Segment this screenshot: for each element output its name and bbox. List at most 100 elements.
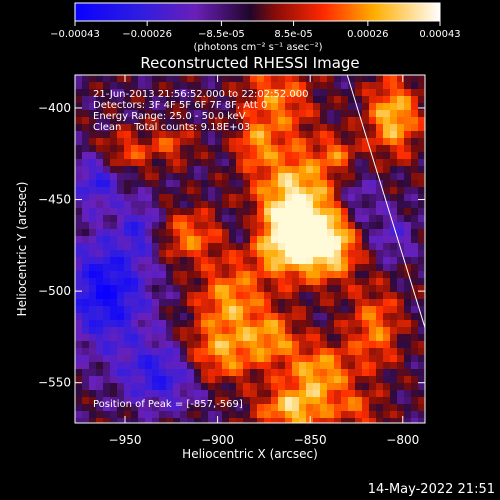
heatmap-cell (117, 145, 124, 152)
heatmap-cell (124, 75, 131, 82)
heatmap-cell (229, 257, 236, 264)
heatmap-cell (264, 215, 271, 222)
heatmap-cell (236, 264, 243, 271)
heatmap-cell (131, 215, 138, 222)
heatmap-cell (299, 390, 306, 397)
heatmap-cell (194, 103, 201, 110)
heatmap-cell (124, 327, 131, 334)
heatmap-cell (313, 159, 320, 166)
heatmap-cell (271, 390, 278, 397)
heatmap-cell (418, 124, 425, 131)
heatmap-cell (166, 292, 173, 299)
heatmap-cell (124, 159, 131, 166)
heatmap-cell (145, 138, 152, 145)
heatmap-cell (187, 138, 194, 145)
heatmap-cell (348, 278, 355, 285)
heatmap-cell (194, 173, 201, 180)
heatmap-cell (327, 278, 334, 285)
heatmap-cell (75, 278, 82, 285)
heatmap-cell (243, 404, 250, 411)
heatmap-cell (138, 285, 145, 292)
heatmap-cell (348, 313, 355, 320)
heatmap-cell (194, 397, 201, 404)
heatmap-cell (334, 180, 341, 187)
heatmap-cell (166, 327, 173, 334)
heatmap-cell (313, 369, 320, 376)
heatmap-cell (418, 271, 425, 278)
heatmap-cell (236, 306, 243, 313)
heatmap-cell (341, 257, 348, 264)
heatmap-cell (397, 75, 404, 82)
heatmap-cell (194, 299, 201, 306)
heatmap-cell (334, 243, 341, 250)
heatmap-cell (180, 313, 187, 320)
heatmap-cell (131, 390, 138, 397)
heatmap-cell (96, 222, 103, 229)
heatmap-cell (103, 250, 110, 257)
heatmap-cell (75, 208, 82, 215)
heatmap-cell (306, 138, 313, 145)
heatmap-cell (327, 103, 334, 110)
heatmap-cell (320, 397, 327, 404)
heatmap-cell (362, 138, 369, 145)
heatmap-cell (96, 75, 103, 82)
heatmap-cell (89, 320, 96, 327)
heatmap-cell (208, 250, 215, 257)
heatmap-cell (264, 264, 271, 271)
heatmap-cell (96, 82, 103, 89)
heatmap-cell (348, 418, 355, 423)
heatmap-cell (327, 320, 334, 327)
heatmap-cell (194, 376, 201, 383)
heatmap-cell (278, 355, 285, 362)
heatmap-cell (201, 306, 208, 313)
heatmap-cell (166, 152, 173, 159)
heatmap-cell (243, 348, 250, 355)
heatmap-cell (397, 173, 404, 180)
heatmap-cell (369, 376, 376, 383)
heatmap-cell (82, 320, 89, 327)
heatmap-cell (264, 376, 271, 383)
heatmap-cell (194, 327, 201, 334)
heatmap-cell (173, 82, 180, 89)
heatmap-cell (180, 131, 187, 138)
heatmap-cell (159, 404, 166, 411)
heatmap-cell (236, 124, 243, 131)
heatmap-cell (82, 411, 89, 418)
heatmap-cell (348, 229, 355, 236)
heatmap-cell (110, 82, 117, 89)
heatmap-cell (313, 194, 320, 201)
heatmap-cell (75, 285, 82, 292)
heatmap-cell (334, 397, 341, 404)
heatmap-cell (180, 397, 187, 404)
heatmap-cell (243, 264, 250, 271)
heatmap-cell (166, 383, 173, 390)
heatmap-cell (362, 96, 369, 103)
heatmap-cell (320, 306, 327, 313)
heatmap-cell (320, 292, 327, 299)
heatmap-cell (376, 236, 383, 243)
heatmap-cell (110, 201, 117, 208)
heatmap-cell (117, 264, 124, 271)
heatmap-cell (390, 152, 397, 159)
heatmap-cell (362, 271, 369, 278)
heatmap-cell (348, 411, 355, 418)
heatmap-cell (271, 131, 278, 138)
heatmap-cell (257, 411, 264, 418)
heatmap-cell (131, 306, 138, 313)
heatmap-cell (103, 383, 110, 390)
heatmap-cell (131, 96, 138, 103)
heatmap-cell (369, 390, 376, 397)
heatmap-cell (334, 152, 341, 159)
heatmap-cell (103, 145, 110, 152)
heatmap-cell (306, 313, 313, 320)
heatmap-cell (124, 103, 131, 110)
heatmap-cell (355, 222, 362, 229)
heatmap-cell (159, 166, 166, 173)
heatmap-cell (320, 89, 327, 96)
heatmap-cell (159, 243, 166, 250)
heatmap-cell (124, 411, 131, 418)
heatmap-cell (166, 96, 173, 103)
heatmap-cell (124, 89, 131, 96)
heatmap-cell (96, 138, 103, 145)
heatmap-cell (278, 131, 285, 138)
